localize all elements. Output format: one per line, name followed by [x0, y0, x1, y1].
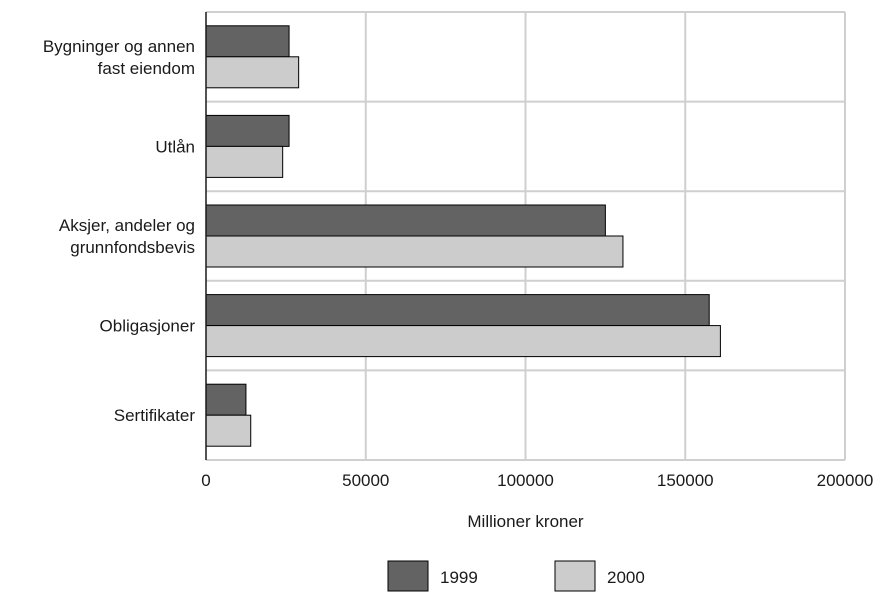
- x-tick-labels: 0 50000 100000 150000 200000: [201, 471, 873, 490]
- legend-label: 1999: [440, 568, 478, 587]
- x-tick-label: 150000: [657, 471, 714, 490]
- bar-2000: [205, 56, 300, 89]
- x-tick-label: 200000: [817, 471, 874, 490]
- bar-1999: [205, 114, 290, 147]
- bar-2000: [205, 235, 624, 268]
- category-label: Bygninger og annen fast eiendom: [43, 37, 195, 78]
- legend-label: 2000: [607, 568, 645, 587]
- x-tick-label: 0: [201, 471, 210, 490]
- legend: 1999 2000: [387, 560, 645, 592]
- category-label: Utlån: [155, 137, 195, 156]
- bar-2000: [205, 145, 284, 178]
- bar-2000: [205, 325, 721, 358]
- bar-1999: [205, 25, 290, 58]
- legend-swatch: [554, 560, 596, 592]
- bar-1999: [205, 383, 247, 416]
- gridlines: [206, 11, 846, 461]
- category-label-line: Sertifikater: [114, 406, 196, 425]
- category-label-line: grunnfondsbevis: [70, 238, 195, 257]
- x-tick-label: 50000: [342, 471, 389, 490]
- category-label-line: fast eiendom: [98, 59, 195, 78]
- x-axis-title: Millioner kroner: [467, 512, 584, 531]
- bars: [205, 25, 721, 447]
- category-label-line: Bygninger og annen: [43, 37, 195, 56]
- category-label: Obligasjoner: [100, 317, 196, 336]
- category-labels: Bygninger og annen fast eiendom Utlån Aksje…: [43, 37, 196, 425]
- category-label-line: Aksjer, andeler og: [59, 216, 195, 235]
- x-tick-label: 100000: [497, 471, 554, 490]
- category-label-line: Utlån: [155, 137, 195, 156]
- bar-1999: [205, 294, 710, 327]
- category-label: Aksjer, andeler og grunnfondsbevis: [59, 216, 195, 257]
- legend-swatch: [387, 560, 429, 592]
- bar-1999: [205, 204, 606, 237]
- bar-2000: [205, 414, 252, 447]
- category-label-line: Obligasjoner: [100, 317, 196, 336]
- category-label: Sertifikater: [114, 406, 196, 425]
